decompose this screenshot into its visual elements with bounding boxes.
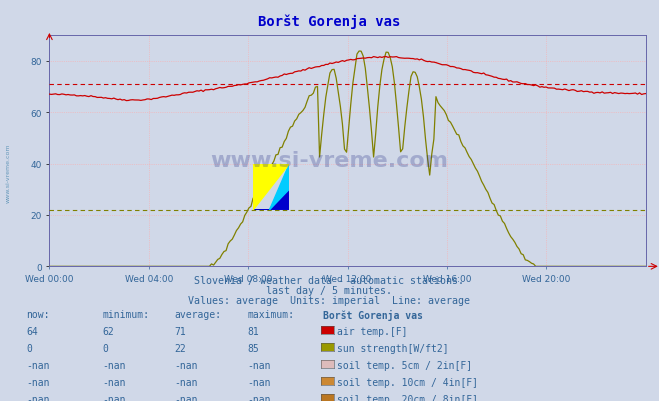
- Text: average:: average:: [175, 310, 221, 320]
- Text: minimum:: minimum:: [102, 310, 149, 320]
- Polygon shape: [270, 164, 289, 210]
- Text: -nan: -nan: [247, 360, 271, 370]
- Text: Boršt Gorenja vas: Boršt Gorenja vas: [323, 310, 423, 320]
- Text: -nan: -nan: [26, 394, 50, 401]
- Text: 81: 81: [247, 326, 259, 336]
- Text: soil temp. 5cm / 2in[F]: soil temp. 5cm / 2in[F]: [337, 360, 473, 370]
- Text: -nan: -nan: [26, 360, 50, 370]
- Text: 62: 62: [102, 326, 114, 336]
- Text: now:: now:: [26, 310, 50, 320]
- Text: -nan: -nan: [247, 394, 271, 401]
- Text: -nan: -nan: [102, 360, 126, 370]
- Text: -nan: -nan: [102, 394, 126, 401]
- Text: 0: 0: [102, 343, 108, 353]
- Text: www.si-vreme.com: www.si-vreme.com: [210, 150, 449, 170]
- Text: -nan: -nan: [175, 377, 198, 387]
- Text: -nan: -nan: [175, 394, 198, 401]
- Text: soil temp. 10cm / 4in[F]: soil temp. 10cm / 4in[F]: [337, 377, 478, 387]
- Text: 71: 71: [175, 326, 186, 336]
- Polygon shape: [253, 164, 289, 210]
- Text: 64: 64: [26, 326, 38, 336]
- Text: -nan: -nan: [175, 360, 198, 370]
- Text: -nan: -nan: [102, 377, 126, 387]
- Text: Boršt Gorenja vas: Boršt Gorenja vas: [258, 14, 401, 28]
- Text: -nan: -nan: [26, 377, 50, 387]
- Text: -nan: -nan: [247, 377, 271, 387]
- Text: Values: average  Units: imperial  Line: average: Values: average Units: imperial Line: av…: [188, 296, 471, 306]
- Text: air temp.[F]: air temp.[F]: [337, 326, 408, 336]
- Text: 0: 0: [26, 343, 32, 353]
- Text: 22: 22: [175, 343, 186, 353]
- Text: Slovenia / weather data - automatic stations.: Slovenia / weather data - automatic stat…: [194, 275, 465, 286]
- Text: last day / 5 minutes.: last day / 5 minutes.: [266, 286, 393, 296]
- Text: 85: 85: [247, 343, 259, 353]
- Text: soil temp. 20cm / 8in[F]: soil temp. 20cm / 8in[F]: [337, 394, 478, 401]
- Polygon shape: [253, 190, 289, 210]
- Text: sun strength[W/ft2]: sun strength[W/ft2]: [337, 343, 449, 353]
- Text: www.si-vreme.com: www.si-vreme.com: [6, 143, 11, 202]
- Text: maximum:: maximum:: [247, 310, 294, 320]
